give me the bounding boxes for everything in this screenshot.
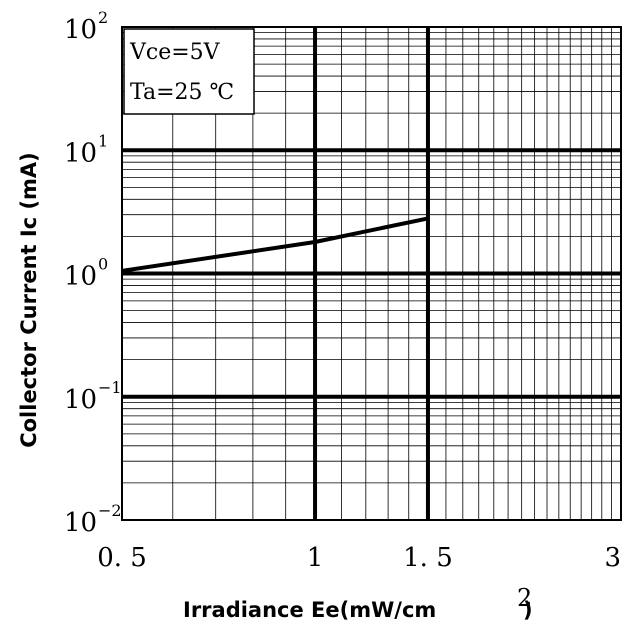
x-tick-labels: 0. 5 1 1. 5 3 bbox=[97, 543, 621, 573]
y-tick-label-1: 10 bbox=[64, 138, 97, 168]
conditions-box bbox=[123, 28, 255, 115]
y-tick-exponent-2: 0 bbox=[98, 255, 108, 274]
x-axis-title: Irradiance Ee(mW/cm bbox=[183, 598, 436, 622]
y-tick-label-2: 10 bbox=[64, 262, 97, 292]
y-axis-title: Collector Current Ic (mA) bbox=[17, 152, 41, 448]
y-tick-exponent-1: 1 bbox=[98, 131, 108, 150]
condition-ta: Ta=25 ℃ bbox=[130, 80, 234, 105]
x-axis-title-close-paren: ) bbox=[523, 598, 533, 622]
x-tick-label-2: 1. 5 bbox=[403, 543, 453, 573]
series-group bbox=[121, 216, 429, 273]
y-tick-label-0: 10 bbox=[64, 15, 97, 45]
x-tick-label-1: 1 bbox=[307, 543, 324, 573]
y-tick-label-4: 10 bbox=[64, 508, 97, 538]
y-tick-exponent-4: −2 bbox=[98, 501, 122, 520]
y-tick-exponent-3: −1 bbox=[98, 378, 122, 397]
major-grid bbox=[122, 27, 621, 520]
x-axis-title-superscript: 2 bbox=[517, 584, 532, 612]
y-tick-exponent-0: 2 bbox=[98, 8, 108, 27]
x-tick-label-3: 3 bbox=[604, 543, 621, 573]
x-axis-title-main: Irradiance Ee(mW/cm bbox=[183, 598, 436, 622]
y-tick-label-3: 10 bbox=[64, 385, 97, 415]
series-line-0 bbox=[121, 216, 429, 273]
minor-grid bbox=[122, 27, 621, 520]
x-tick-label-0: 0. 5 bbox=[97, 543, 147, 573]
condition-vce: Vce=5V bbox=[129, 40, 221, 65]
plot-frame bbox=[121, 26, 622, 521]
